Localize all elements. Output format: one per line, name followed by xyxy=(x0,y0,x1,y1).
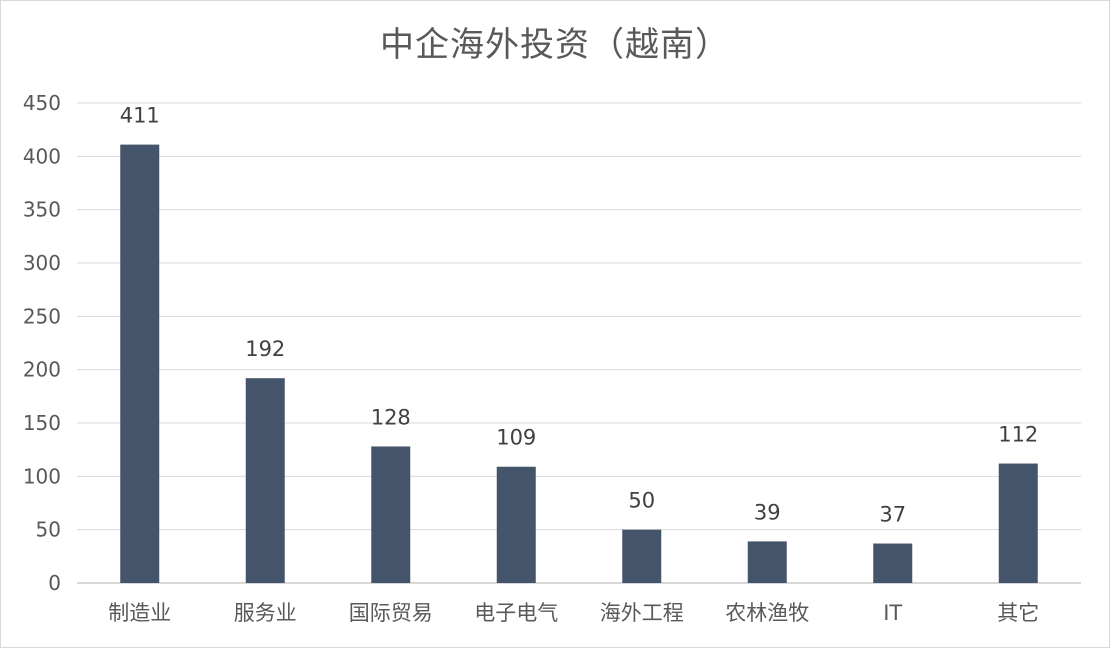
data-label: 192 xyxy=(245,337,285,361)
data-label: 112 xyxy=(998,423,1038,447)
data-label: 128 xyxy=(371,405,411,429)
bar xyxy=(120,144,160,583)
data-label: 37 xyxy=(879,503,906,527)
y-tick-label: 300 xyxy=(23,251,61,275)
data-label: 109 xyxy=(496,426,536,450)
data-label: 50 xyxy=(628,489,655,513)
category-label: 其它 xyxy=(997,601,1039,625)
category-label: 农林渔牧 xyxy=(725,601,809,625)
data-labels: 411 192 128 109 50 39 37 112 xyxy=(120,104,1039,527)
y-axis-ticks: 0 50 100 150 200 250 300 350 400 450 xyxy=(23,91,61,595)
bar xyxy=(873,543,913,583)
x-axis-categories: 制造业 服务业 国际贸易 电子电气 海外工程 农林渔牧 IT 其它 xyxy=(108,601,1039,625)
y-tick-label: 450 xyxy=(23,91,61,115)
bar xyxy=(747,541,787,583)
y-tick-label: 350 xyxy=(23,198,61,222)
data-label: 39 xyxy=(754,500,781,524)
category-label: 服务业 xyxy=(234,601,297,625)
gridlines xyxy=(77,102,1081,584)
category-label: 海外工程 xyxy=(600,601,684,625)
bar xyxy=(998,463,1038,583)
bar xyxy=(371,446,411,583)
chart-title: 中企海外投资（越南） xyxy=(380,25,730,65)
y-tick-label: 200 xyxy=(23,358,61,382)
bar xyxy=(245,378,285,583)
y-tick-label: 250 xyxy=(23,304,61,328)
y-tick-label: 400 xyxy=(23,144,61,168)
category-label: IT xyxy=(883,601,902,625)
y-tick-label: 100 xyxy=(23,464,61,488)
data-label: 411 xyxy=(120,104,160,128)
y-tick-label: 0 xyxy=(48,571,61,595)
bar xyxy=(496,466,536,583)
category-label: 电子电气 xyxy=(474,601,558,625)
y-tick-label: 150 xyxy=(23,411,61,435)
category-label: 制造业 xyxy=(108,601,171,625)
bars xyxy=(120,144,1038,583)
bar xyxy=(622,529,662,583)
category-label: 国际贸易 xyxy=(349,601,433,625)
y-tick-label: 50 xyxy=(36,518,61,542)
